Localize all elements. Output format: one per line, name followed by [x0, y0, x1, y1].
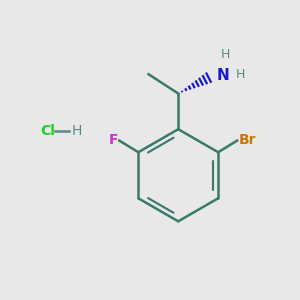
Text: Cl: Cl: [40, 124, 55, 138]
Text: H: H: [235, 68, 245, 81]
Text: Br: Br: [238, 133, 256, 147]
Text: F: F: [108, 133, 118, 147]
Text: H: H: [71, 124, 82, 138]
Text: H: H: [220, 48, 230, 62]
Text: N: N: [217, 68, 230, 83]
